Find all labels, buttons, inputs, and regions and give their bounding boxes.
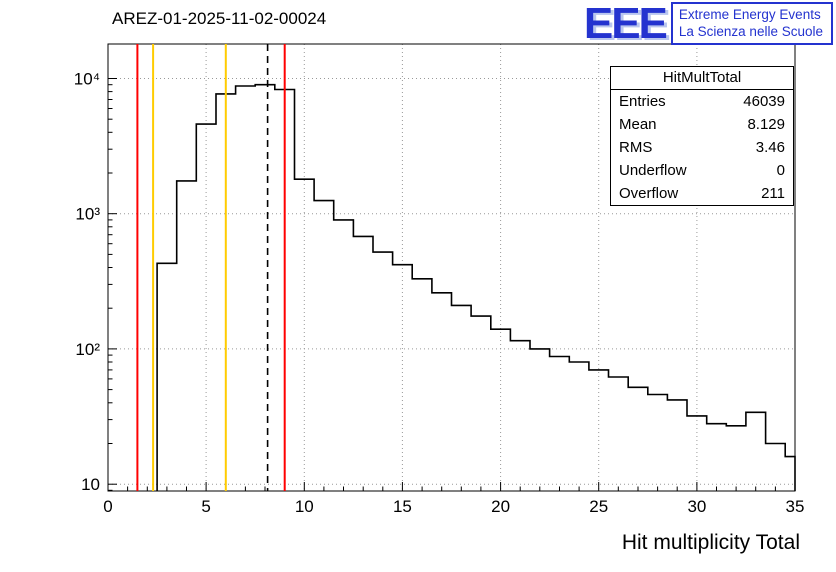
y-tick-label: 10²	[75, 340, 100, 359]
stats-row: RMS 3.46	[611, 136, 793, 159]
x-tick-label: 30	[687, 497, 706, 516]
eee-logo: EEE Extreme Energy Events La Scienza nel…	[583, 0, 833, 48]
stats-row: Underflow 0	[611, 159, 793, 182]
stats-value: 3.46	[755, 139, 785, 156]
stats-value: 8.129	[747, 116, 785, 133]
plot-title: AREZ-01-2025-11-02-00024	[112, 9, 327, 28]
y-tick-label: 10³	[75, 205, 100, 224]
eee-logo-acronym: EEE	[583, 0, 668, 48]
stats-label: Mean	[619, 116, 657, 133]
stats-row: Overflow 211	[611, 182, 793, 205]
x-tick-label: 35	[786, 497, 805, 516]
stats-label: Underflow	[619, 162, 687, 179]
x-tick-label: 0	[103, 497, 112, 516]
eee-logo-box: Extreme Energy Events La Scienza nelle S…	[670, 2, 833, 45]
x-tick-label: 10	[295, 497, 314, 516]
stats-value: 211	[761, 185, 785, 202]
stats-row: Entries 46039	[611, 90, 793, 113]
eee-logo-line1: Extreme Energy Events	[678, 7, 821, 22]
x-tick-label: 20	[491, 497, 510, 516]
stats-row: Mean 8.129	[611, 113, 793, 136]
stats-label: Overflow	[619, 185, 679, 202]
y-tick-label: 10	[81, 475, 100, 494]
stats-value: 0	[776, 162, 785, 179]
x-axis-title: Hit multiplicity Total	[621, 531, 800, 554]
x-tick-label: 25	[589, 497, 608, 516]
stats-box-title: HitMultTotal	[611, 67, 793, 90]
stats-value: 46039	[743, 93, 785, 110]
x-tick-label: 15	[393, 497, 412, 516]
eee-logo-line2: La Scienza nelle Scuole	[678, 24, 823, 39]
histogram-trace	[156, 83, 796, 491]
y-tick-label: 10⁴	[74, 70, 100, 89]
stats-label: Entries	[619, 93, 666, 110]
x-tick-label: 5	[201, 497, 210, 516]
stats-box: HitMultTotal Entries 46039 Mean 8.129 RM…	[610, 66, 794, 206]
stats-label: RMS	[619, 139, 653, 156]
